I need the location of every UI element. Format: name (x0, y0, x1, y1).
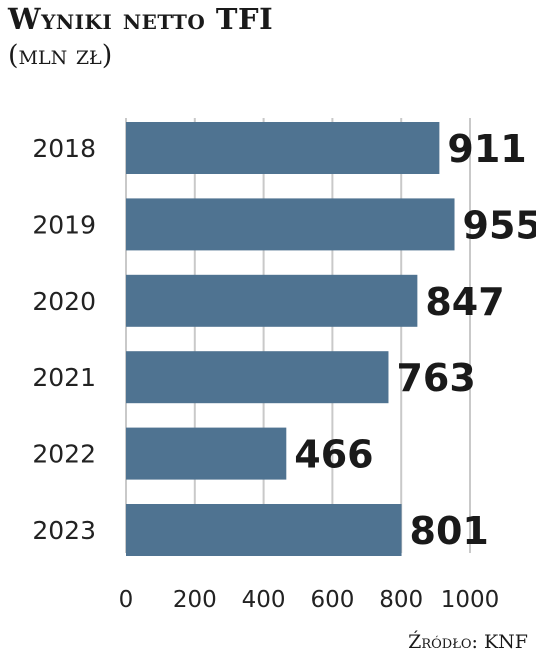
category-label: 2018 (32, 134, 96, 163)
bar (126, 122, 440, 174)
bar (126, 274, 418, 327)
x-tick-label: 1000 (441, 587, 500, 613)
bar-value-label: 801 (410, 509, 489, 553)
x-tick-label: 800 (379, 587, 423, 613)
x-tick-label: 400 (242, 587, 286, 613)
category-labels: 2018 2019 2020 2021 2022 2023 (32, 134, 96, 545)
x-axis-tick-labels: 0 200 400 600 800 1000 (119, 587, 500, 613)
chart-title: Wyniki netto TFI (8, 2, 274, 36)
value-labels: 911 955 847 763 466 801 (294, 127, 536, 553)
category-label: 2022 (32, 440, 96, 469)
bar-value-label: 911 (447, 127, 526, 171)
x-tick-label: 600 (310, 587, 354, 613)
category-label: 2019 (32, 210, 96, 239)
category-label: 2021 (32, 363, 96, 392)
bar-value-label: 466 (294, 433, 373, 477)
bar-value-label: 955 (463, 203, 536, 247)
x-tick-label: 200 (173, 587, 217, 613)
bar-value-label: 847 (425, 280, 504, 324)
x-tick-label: 0 (119, 587, 134, 613)
category-label: 2020 (32, 287, 96, 316)
bars (126, 122, 455, 556)
bar (126, 351, 389, 404)
bar (126, 198, 455, 251)
bar (126, 504, 402, 556)
category-label: 2023 (32, 516, 96, 545)
chart-subtitle: (mln zł) (8, 40, 113, 71)
grid-lines (125, 118, 471, 553)
source-note: Źródło: KNF (408, 631, 528, 653)
bar (126, 427, 287, 480)
bar-value-label: 763 (396, 356, 475, 400)
